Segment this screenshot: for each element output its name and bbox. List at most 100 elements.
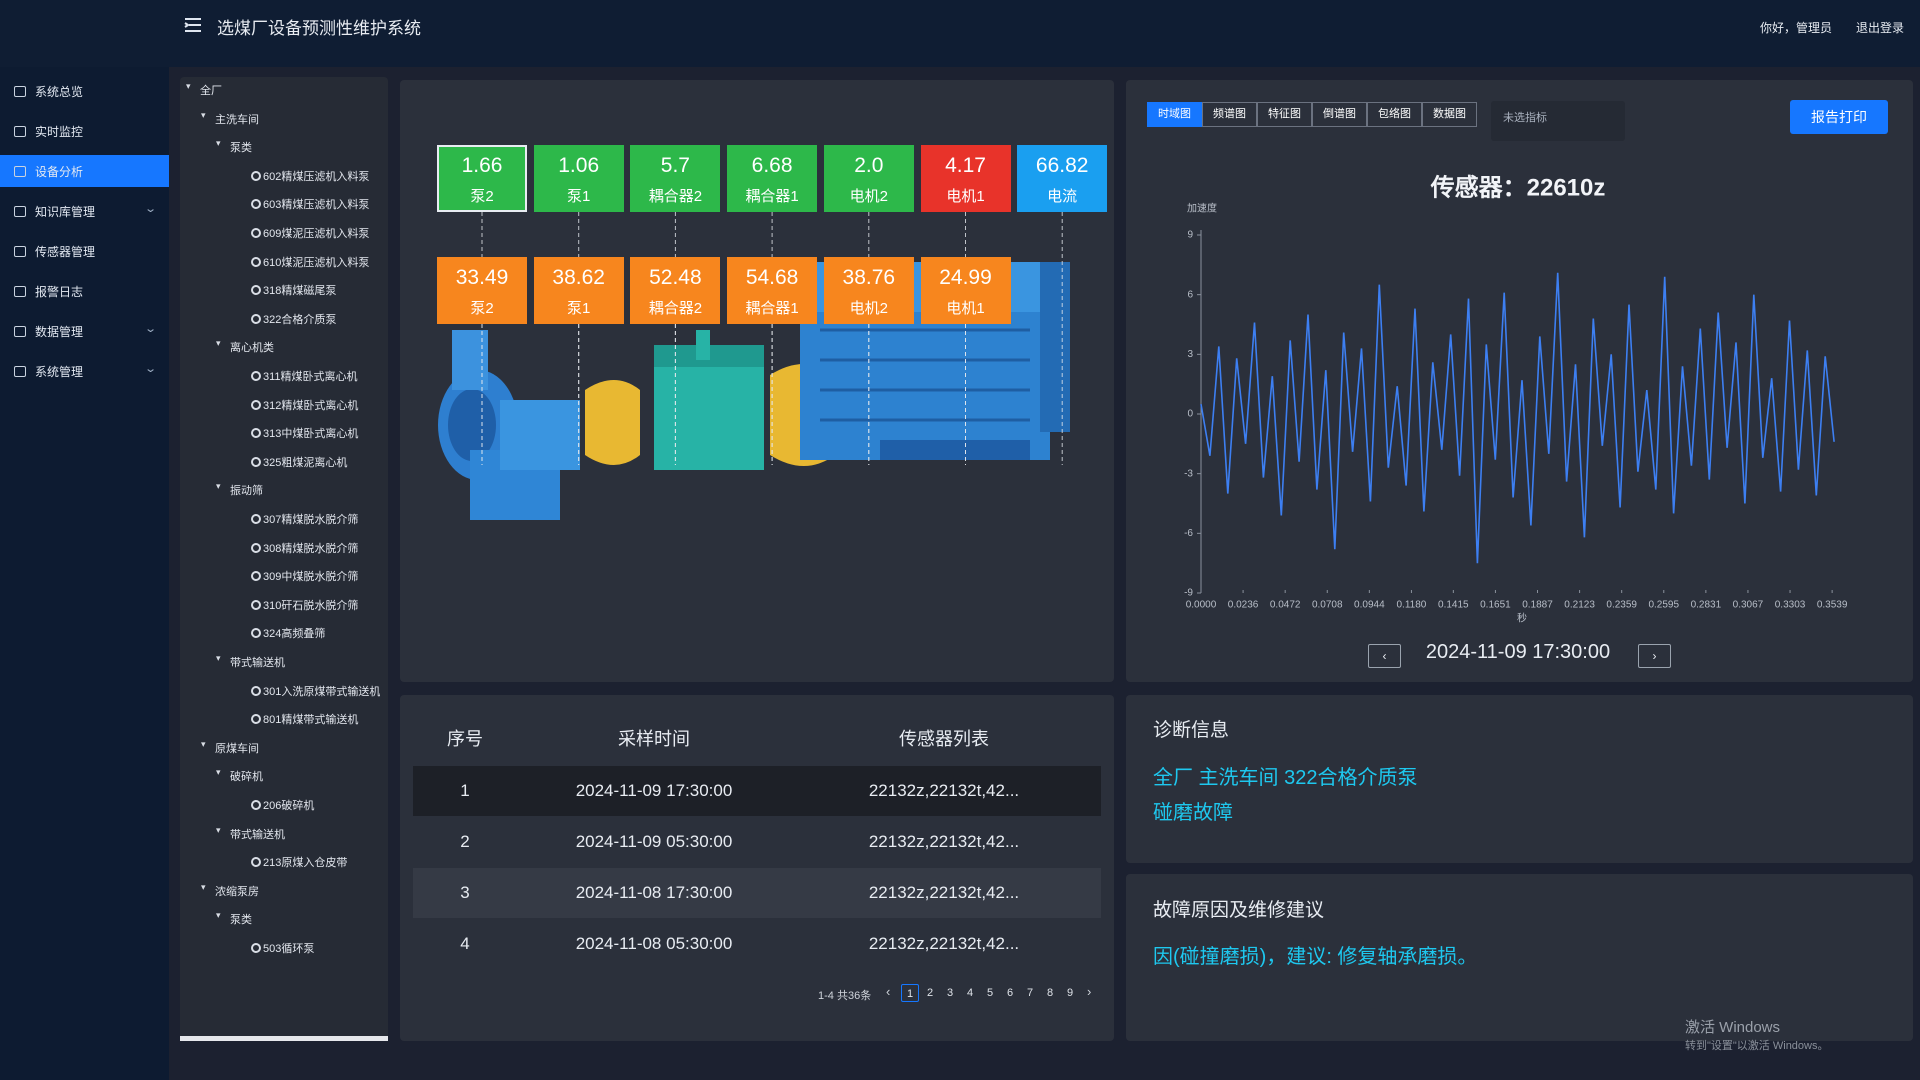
tree-caret[interactable]: ▾: [201, 881, 206, 892]
tree-label[interactable]: 324高频叠筛: [263, 628, 326, 641]
tree-node[interactable]: 307精煤脱水脱介筛: [231, 508, 380, 528]
tree-caret[interactable]: ▾: [216, 138, 221, 149]
tree-node[interactable]: 308精煤脱水脱介筛: [231, 537, 380, 557]
tree-label[interactable]: 浓缩泵房: [215, 885, 259, 898]
nav-item[interactable]: 实时监控: [0, 115, 169, 147]
sensor-card[interactable]: 2.0 电机2: [823, 145, 914, 212]
tree-label[interactable]: 310矸石脱水脱介筛: [263, 599, 359, 612]
tree-node[interactable]: 322合格介质泵: [231, 308, 380, 328]
menu-icon[interactable]: [184, 17, 202, 33]
scrollbar[interactable]: [180, 1036, 388, 1041]
tree-label[interactable]: 全厂: [200, 85, 222, 97]
tree-label[interactable]: 503循环泵: [263, 943, 315, 955]
sensor-card[interactable]: 38.62 泵1: [533, 257, 624, 324]
tree-node[interactable]: 312精煤卧式离心机: [231, 394, 380, 414]
sensor-card[interactable]: 5.7 耦合器2: [630, 145, 721, 212]
table-row[interactable]: 4 2024-11-08 05:30:00 22132z,22132t,42...: [413, 919, 1101, 969]
page-number[interactable]: 7: [1026, 987, 1034, 999]
sensor-card[interactable]: 38.76 电机2: [823, 257, 914, 324]
tree-node[interactable]: 503循环泵: [231, 937, 380, 957]
tree-node[interactable]: 603精煤压滤机入料泵: [231, 193, 380, 213]
nav-label[interactable]: 设备分析: [35, 165, 84, 179]
page-number[interactable]: 5: [986, 987, 994, 999]
tree-label[interactable]: 312精煤卧式离心机: [263, 399, 359, 412]
tree-label[interactable]: 301入洗原煤带式输送机: [263, 685, 380, 698]
sensor-card[interactable]: 4.17 电机1: [920, 145, 1011, 212]
nav-item[interactable]: 系统管理 ⌄: [0, 355, 169, 387]
nav-label[interactable]: 知识库管理: [35, 205, 96, 219]
tree-label[interactable]: 主洗车间: [215, 113, 259, 126]
tree-node[interactable]: ▾ 主洗车间: [201, 108, 380, 128]
tree-node[interactable]: ▾ 浓缩泵房: [201, 880, 380, 900]
tree-label[interactable]: 311精煤卧式离心机: [263, 371, 358, 383]
tree-node[interactable]: ▾ 原煤车间: [201, 737, 380, 757]
tree-caret[interactable]: ▾: [216, 910, 221, 921]
pagination-next[interactable]: ›: [1087, 984, 1092, 999]
tree-node[interactable]: 213原煤入仓皮带: [231, 851, 380, 871]
table-row[interactable]: 2 2024-11-09 05:30:00 22132z,22132t,42...: [413, 817, 1101, 867]
nav-item[interactable]: 传感器管理: [0, 235, 169, 267]
tree-label[interactable]: 原煤车间: [215, 742, 259, 755]
table-row[interactable]: 1 2024-11-09 17:30:00 22132z,22132t,42...: [413, 766, 1101, 816]
tree-label[interactable]: 609煤泥压滤机入料泵: [263, 228, 370, 240]
prev-button[interactable]: ‹: [1368, 644, 1401, 668]
tree-node[interactable]: 609煤泥压滤机入料泵: [231, 222, 380, 242]
tree-node[interactable]: ▾ 泵类: [216, 908, 380, 928]
pagination-prev[interactable]: ‹: [886, 984, 891, 999]
nav-item[interactable]: 系统总览: [0, 75, 169, 107]
tree-label[interactable]: 带式输送机: [230, 657, 285, 669]
next-button[interactable]: ›: [1638, 644, 1671, 668]
tree-caret[interactable]: ▾: [186, 81, 191, 91]
tree-label[interactable]: 泵类: [230, 914, 252, 927]
tree-node[interactable]: 311精煤卧式离心机: [231, 365, 380, 385]
tab[interactable]: 包络图: [1367, 102, 1422, 127]
nav-label[interactable]: 系统总览: [35, 85, 84, 99]
print-button[interactable]: 报告打印: [1790, 100, 1888, 134]
sensor-card[interactable]: 66.82 电流: [1017, 145, 1108, 212]
tree-node[interactable]: ▾ 离心机类: [216, 336, 380, 356]
page-number[interactable]: 2: [926, 987, 934, 999]
sensor-card[interactable]: 6.68 耦合器1: [727, 145, 818, 212]
tree-node[interactable]: 310矸石脱水脱介筛: [231, 594, 380, 614]
tree-label[interactable]: 322合格介质泵: [263, 313, 337, 326]
tree-label[interactable]: 602精煤压滤机入料泵: [263, 170, 370, 183]
tree-label[interactable]: 213原煤入仓皮带: [263, 857, 348, 870]
tree-label[interactable]: 309中煤脱水脱介筛: [263, 571, 359, 584]
sensor-card[interactable]: 1.66 泵2: [437, 145, 527, 212]
tree-label[interactable]: 318精煤磁尾泵: [263, 285, 337, 298]
page-number[interactable]: 4: [966, 987, 974, 999]
tree-caret[interactable]: ▾: [216, 481, 221, 492]
tree-caret[interactable]: ▾: [216, 767, 221, 778]
tab[interactable]: 特征图: [1257, 102, 1312, 127]
tree-node[interactable]: 309中煤脱水脱介筛: [231, 565, 380, 585]
tree-label[interactable]: 破碎机: [230, 771, 263, 784]
tree-node[interactable]: ▾ 振动筛: [216, 479, 380, 499]
tree-caret[interactable]: ▾: [216, 338, 221, 349]
sensor-card[interactable]: 24.99 电机1: [920, 257, 1011, 324]
tree-node[interactable]: 610煤泥压滤机入料泵: [231, 251, 380, 271]
tree-caret[interactable]: ▾: [201, 109, 206, 120]
sensor-card[interactable]: 54.68 耦合器1: [727, 257, 818, 324]
tree-label[interactable]: 振动筛: [230, 485, 263, 498]
nav-item[interactable]: 设备分析: [0, 155, 169, 187]
tree-node[interactable]: ▾ 泵类: [216, 136, 380, 156]
nav-label[interactable]: 传感器管理: [35, 245, 96, 259]
tree-node[interactable]: 318精煤磁尾泵: [231, 279, 380, 299]
tree-node[interactable]: ▾ 全厂: [186, 79, 380, 99]
nav-item[interactable]: 报警日志: [0, 275, 169, 307]
tree-label[interactable]: 带式输送机: [230, 828, 285, 841]
tree-caret[interactable]: ▾: [201, 738, 206, 749]
tree-node[interactable]: ▾ 破碎机: [216, 765, 380, 785]
tree-node[interactable]: 602精煤压滤机入料泵: [231, 165, 380, 185]
tree-label[interactable]: 308精煤脱水脱介筛: [263, 542, 359, 555]
nav-label[interactable]: 数据管理: [35, 325, 84, 339]
nav-label[interactable]: 系统管理: [35, 365, 84, 379]
nav-label[interactable]: 报警日志: [35, 285, 84, 299]
page-number[interactable]: 8: [1046, 987, 1054, 999]
tree-label[interactable]: 泵类: [230, 142, 252, 155]
tree-label[interactable]: 603精煤压滤机入料泵: [263, 199, 370, 212]
sensor-card[interactable]: 1.06 泵1: [533, 145, 624, 212]
tree-node[interactable]: 206破碎机: [231, 794, 380, 814]
nav-item[interactable]: 知识库管理 ⌄: [0, 195, 169, 227]
tree-node[interactable]: 313中煤卧式离心机: [231, 422, 380, 442]
